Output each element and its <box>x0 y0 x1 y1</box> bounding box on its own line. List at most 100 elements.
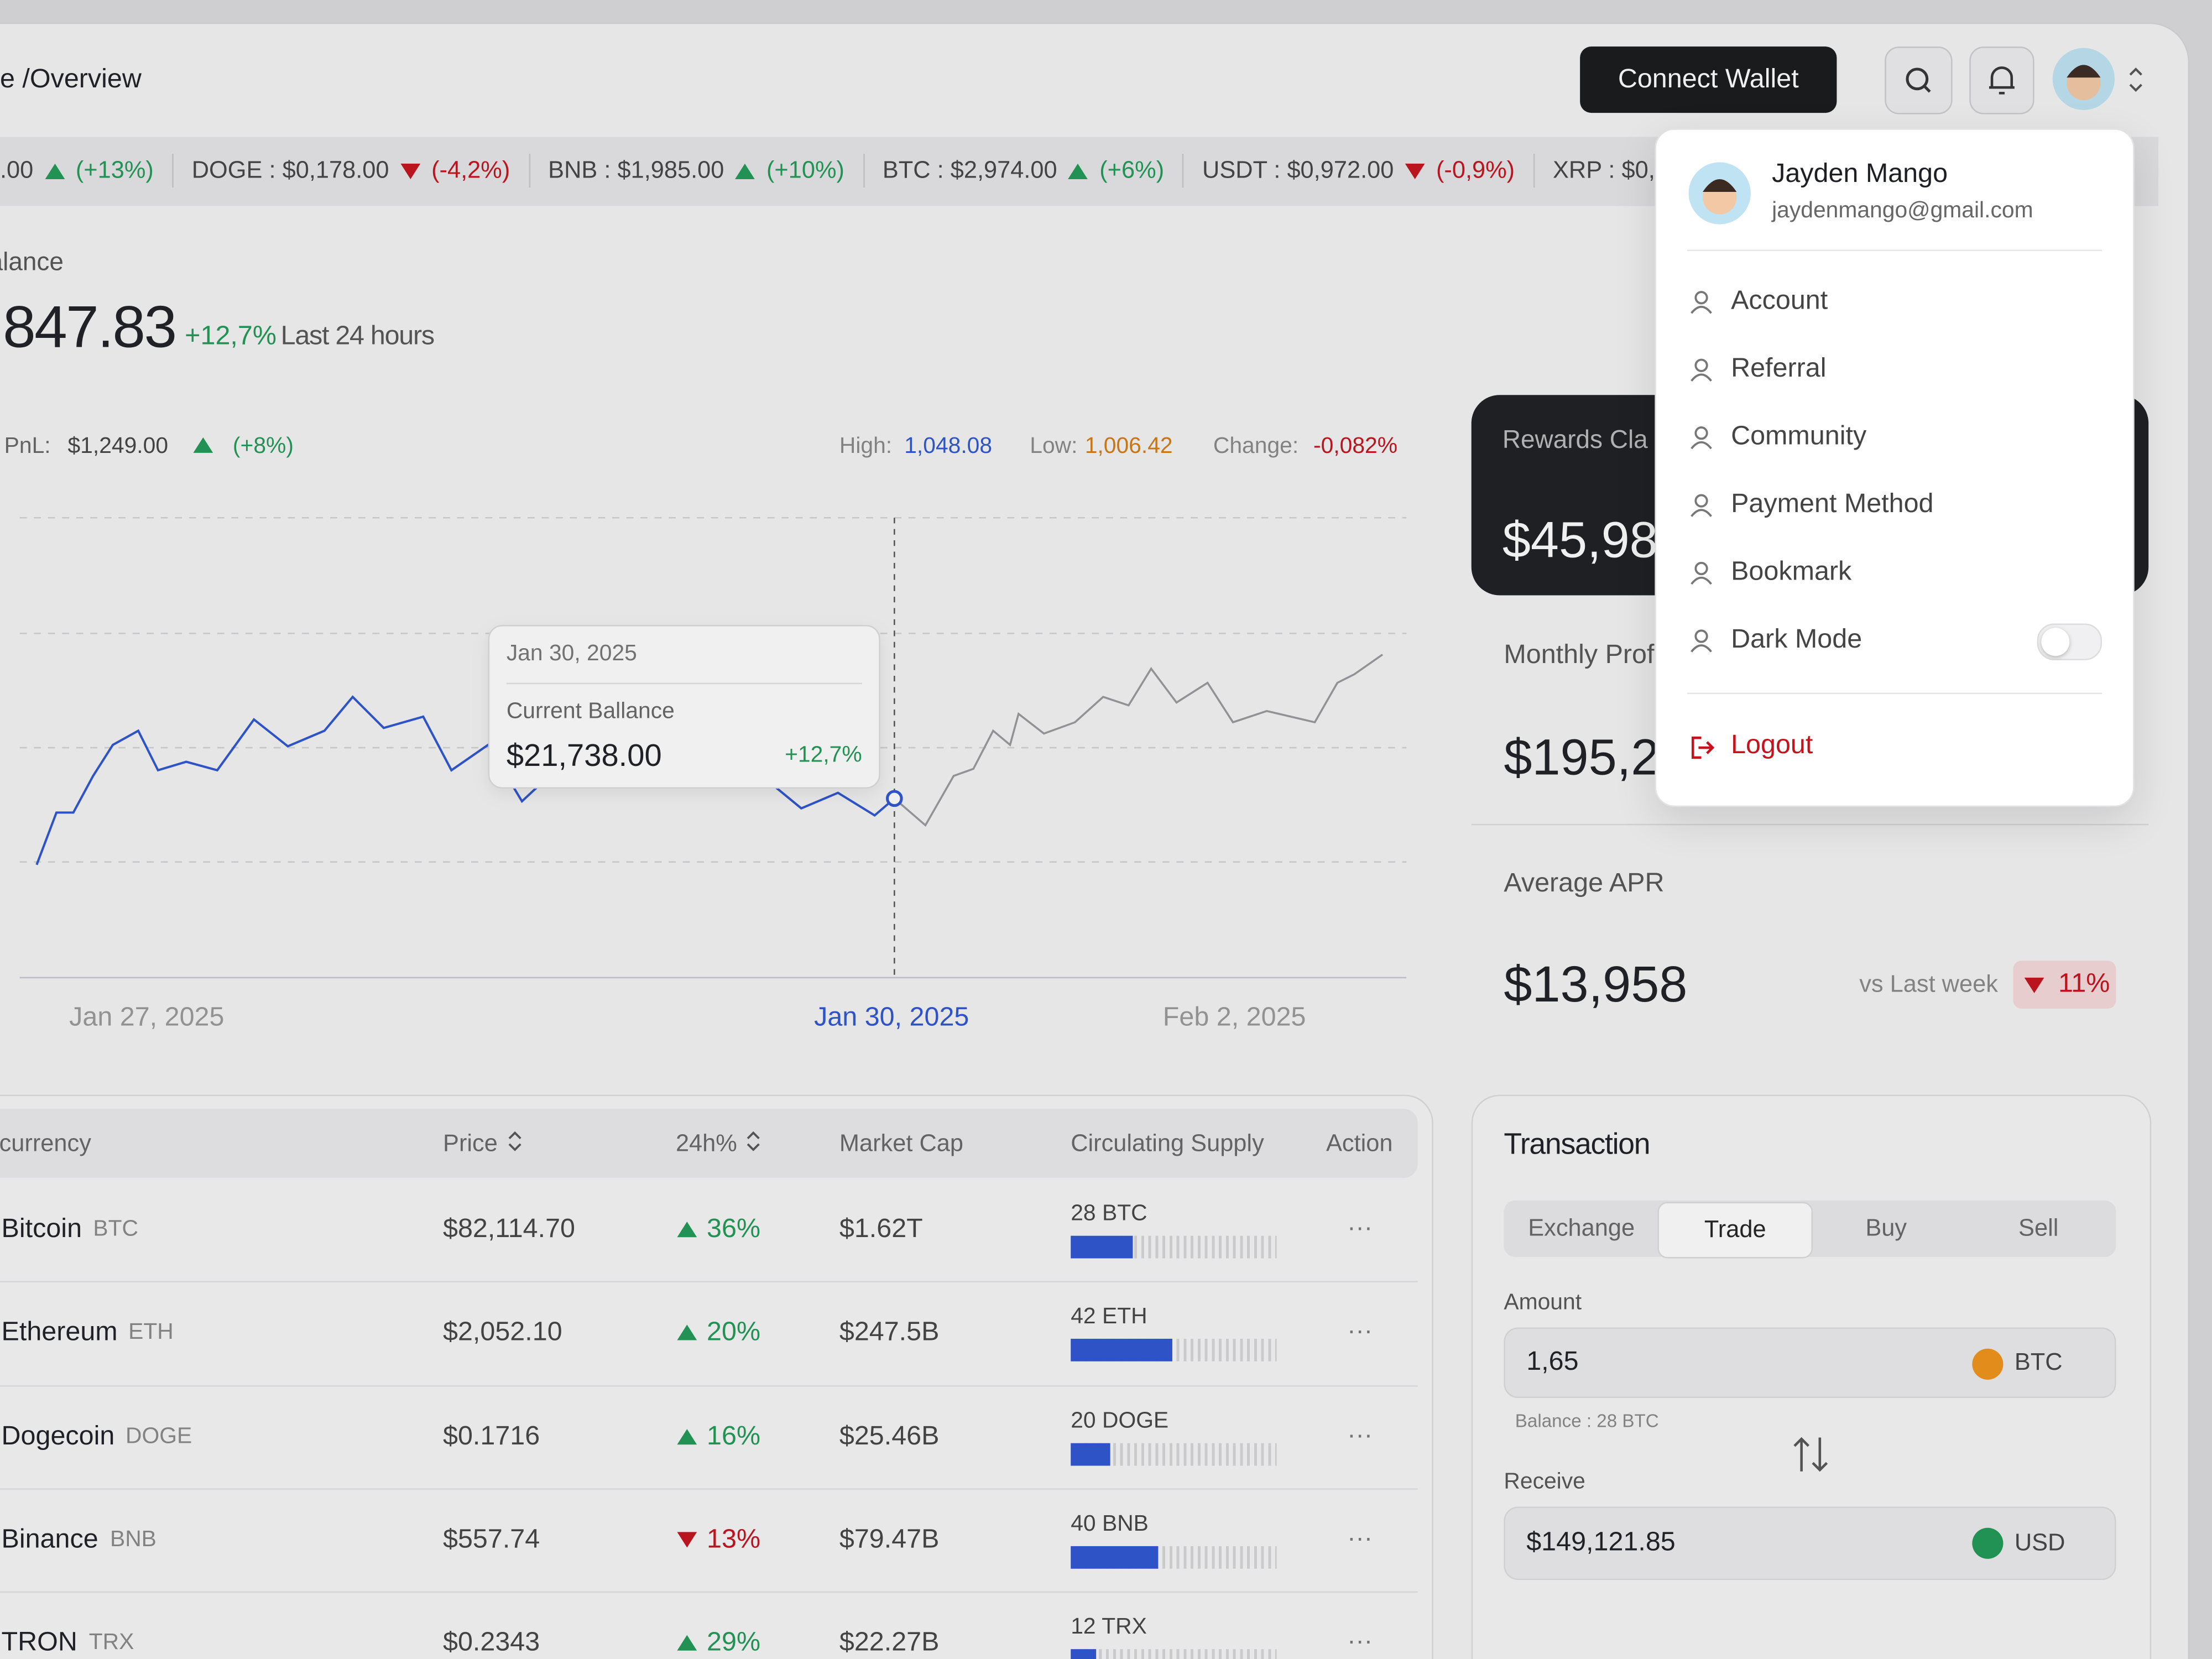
connect-wallet-button[interactable]: Connect Wallet <box>1580 46 1837 113</box>
row-action[interactable]: ··· <box>1347 1523 1373 1552</box>
supply-bar <box>1071 1235 1133 1259</box>
coin-market-cap: $25.46B <box>839 1421 940 1451</box>
coin-supply: 42 ETH <box>1071 1305 1147 1329</box>
receive-currency[interactable]: USD <box>2014 1529 2065 1556</box>
coin-supply: 28 BTC <box>1071 1202 1147 1226</box>
coin-name: Ethereum <box>1 1318 118 1348</box>
change-arrow <box>677 1532 697 1548</box>
coin-market-cap: $79.47B <box>839 1525 940 1554</box>
change-value: -0,082% <box>1313 434 1398 459</box>
coin-symbol: BTC <box>93 1217 138 1241</box>
ticker: .00 (+13%) DOGE : $0,178.00 (-4,2%) BNB : $1… <box>0 154 1729 188</box>
column-header: Circulating Supply <box>1071 1130 1264 1157</box>
coin-market-cap: $247.5B <box>839 1318 940 1348</box>
tab[interactable]: Trade <box>1657 1202 1813 1259</box>
apr-change: 11% <box>2058 969 2110 999</box>
tooltip-label: Current Ballance <box>506 700 675 724</box>
receive-value: $149,121.85 <box>1526 1527 1676 1558</box>
coin-price: $0.1716 <box>443 1421 540 1451</box>
menu-item[interactable]: Dark Mode <box>1731 625 1863 655</box>
ticker-arrow <box>1405 163 1425 179</box>
divider <box>1471 823 2149 826</box>
chart-tooltip: Jan 30, 2025 Current Ballance $21,738.00… <box>488 625 880 789</box>
menu-item[interactable]: Bookmark <box>1731 557 1852 587</box>
breadcrumb[interactable]: e /Overview <box>0 65 142 95</box>
coin-price: $0.2343 <box>443 1628 540 1658</box>
menu-item[interactable]: Referral <box>1731 354 1827 384</box>
amount-input[interactable] <box>1504 1327 2116 1399</box>
coin-name: Binance <box>1 1525 98 1554</box>
coin-symbol: DOGE <box>126 1424 192 1448</box>
high-value: 1,048.08 <box>904 434 993 459</box>
ticker-arrow <box>400 163 420 179</box>
row-action[interactable]: ··· <box>1347 1420 1373 1448</box>
column-header[interactable]: 24h% <box>676 1130 763 1158</box>
menu-icon <box>1687 356 1715 384</box>
ticker-change: (+13%) <box>75 156 154 184</box>
ticker-item: USDT : $0,972.00 (-0,9%) <box>1182 154 1533 188</box>
ticker-arrow <box>735 163 755 179</box>
supply-bar <box>1071 1442 1110 1465</box>
avatar-button[interactable] <box>2051 46 2158 114</box>
tab[interactable]: Buy <box>1865 1214 1907 1241</box>
tab[interactable]: Exchange <box>1528 1214 1635 1241</box>
column-header: ocurrency <box>0 1130 91 1157</box>
ticker-change: (+6%) <box>1099 156 1165 184</box>
menu-avatar <box>1688 162 1751 225</box>
supply-bar <box>1071 1649 1097 1659</box>
row-divider <box>0 1488 1418 1490</box>
menu-item[interactable]: Payment Method <box>1731 489 1934 519</box>
apr-value: $13,958 <box>1504 955 1688 1013</box>
coin-change: 13% <box>707 1525 761 1554</box>
monthly-label: Monthly Prof <box>1504 640 1655 670</box>
pnl-value: $1,249.00 <box>67 434 169 459</box>
ticker-item: BTC : $2,974.00 (+6%) <box>863 154 1182 188</box>
pnl-arrow <box>193 437 213 453</box>
ticker-label: USDT : $0,972.00 <box>1202 156 1394 184</box>
menu-item[interactable]: Community <box>1731 421 1867 452</box>
amount-balance: Balance : 28 BTC <box>1515 1410 1659 1432</box>
row-action[interactable]: ··· <box>1347 1626 1373 1655</box>
search-button[interactable] <box>1885 46 1953 114</box>
ticker-label: BTC : $2,974.00 <box>882 156 1057 184</box>
amount-currency[interactable]: BTC <box>2014 1348 2063 1376</box>
menu-icon <box>1687 491 1715 519</box>
tooltip-date: Jan 30, 2025 <box>506 641 637 666</box>
row-action[interactable]: ··· <box>1347 1316 1373 1345</box>
divider <box>506 682 862 685</box>
row-divider <box>0 1281 1418 1283</box>
coin-change: 29% <box>707 1628 761 1658</box>
change-arrow <box>677 1222 697 1238</box>
row-action[interactable]: ··· <box>1347 1213 1373 1241</box>
coin-symbol: BNB <box>109 1527 156 1552</box>
x-tick-label: Jan 27, 2025 <box>69 1003 225 1033</box>
logout[interactable]: Logout <box>1731 731 1813 760</box>
menu-icon <box>1687 559 1715 587</box>
column-header[interactable]: Price <box>443 1130 523 1158</box>
balance-change: +12,7% <box>185 321 276 352</box>
coin-symbol: TRX <box>88 1631 134 1655</box>
receive-input[interactable] <box>1504 1506 2116 1580</box>
sort-icon[interactable] <box>506 1131 523 1151</box>
coin-name: Dogecoin <box>1 1421 115 1451</box>
notification-button[interactable] <box>1969 46 2034 114</box>
ticker-label: DOGE : $0,178.00 <box>191 156 389 184</box>
row-divider <box>0 1385 1418 1386</box>
logout-icon <box>1691 736 1715 759</box>
coin-market-cap: $22.27B <box>839 1628 940 1658</box>
tab[interactable]: Sell <box>2018 1214 2059 1241</box>
dark-mode-toggle[interactable] <box>2037 623 2103 660</box>
swap-icon[interactable] <box>1789 1432 1834 1477</box>
ticker-item: DOGE : $0,178.00 (-4,2%) <box>172 154 528 188</box>
sort-icon[interactable] <box>745 1131 763 1151</box>
btc-icon <box>1972 1348 2004 1380</box>
coin-supply: 12 TRX <box>1071 1615 1147 1640</box>
amount-value[interactable]: 1,65 <box>1526 1347 1579 1377</box>
supply-bar <box>1071 1546 1159 1569</box>
apr-badge: 11% <box>2013 961 2116 1009</box>
ticker-arrow <box>1068 163 1088 179</box>
x-tick-label: Jan 30, 2025 <box>814 1003 969 1033</box>
menu-item[interactable]: Account <box>1731 286 1828 316</box>
balance-label: alance <box>0 247 64 276</box>
